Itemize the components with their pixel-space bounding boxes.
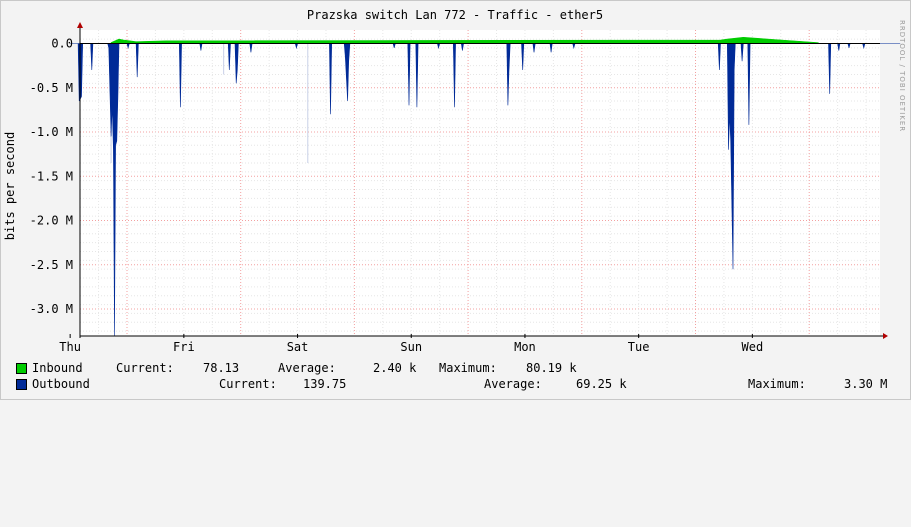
y-tick-label: -0.5 M	[30, 81, 73, 95]
legend-outbound-current-label: Current:	[219, 377, 277, 391]
legend-outbound-maximum-label: Maximum:	[748, 377, 806, 391]
legend: Inbound Current: 78.13 Average: 2.40 k M…	[16, 361, 896, 403]
y-tick-label: 0.0	[51, 37, 73, 51]
x-tick-labels: Thu Fri Sat Sun Mon Tue Wed	[59, 334, 763, 354]
y-tick-labels: 0.0 -0.5 M -1.0 M -1.5 M -2.0 M -2.5 M -3.0 M	[30, 37, 73, 317]
legend-outbound-current: 139.75	[303, 377, 347, 391]
y-tick-label: -3.0 M	[30, 302, 73, 316]
y-axis-arrow	[77, 22, 83, 28]
x-tick-label: Thu	[59, 340, 81, 354]
legend-inbound-average-label: Average:	[278, 361, 336, 375]
outbound-swatch	[16, 379, 27, 390]
legend-row-outbound: Outbound Current: 139.75 Average: 69.25 …	[16, 377, 896, 392]
legend-inbound-name: Inbound	[32, 361, 83, 375]
legend-outbound-average: 69.25 k	[576, 377, 627, 391]
x-tick-label: Sun	[400, 340, 422, 354]
x-axis-arrow	[883, 333, 888, 339]
x-tick-label: Sat	[287, 340, 309, 354]
x-tick-label: Fri	[173, 340, 195, 354]
rrdtool-watermark: RRDTOOL / TOBI OETIKER	[898, 20, 906, 132]
legend-outbound-average-label: Average:	[484, 377, 542, 391]
chart-title: Prazska switch Lan 772 - Traffic - ether…	[307, 8, 603, 22]
x-tick-label: Mon	[514, 340, 536, 354]
y-tick-label: -2.0 M	[30, 214, 73, 228]
axes	[77, 22, 888, 339]
x-tick-label: Tue	[628, 340, 650, 354]
legend-inbound-average: 2.40 k	[373, 361, 417, 375]
y-tick-label: -1.0 M	[30, 125, 73, 139]
legend-inbound-maximum-label: Maximum:	[439, 361, 497, 375]
x-tick-label: Wed	[742, 340, 764, 354]
legend-row-inbound: Inbound Current: 78.13 Average: 2.40 k M…	[16, 361, 896, 376]
inbound-swatch	[16, 363, 27, 374]
grid-lines	[80, 30, 880, 336]
legend-outbound-name: Outbound	[32, 377, 90, 391]
y-tick-label: -1.5 M	[30, 169, 73, 183]
traffic-chart: Prazska switch Lan 772 - Traffic - ether…	[3, 8, 906, 354]
legend-outbound-maximum: 3.30 M	[844, 377, 888, 391]
y-axis-label: bits per second	[3, 132, 17, 240]
plot-area	[80, 30, 880, 336]
legend-inbound-current: 78.13	[203, 361, 240, 375]
legend-inbound-current-label: Current:	[116, 361, 174, 375]
y-tick-label: -2.5 M	[30, 258, 73, 272]
series-area-inbound	[110, 36, 819, 44]
legend-inbound-maximum: 80.19 k	[526, 361, 577, 375]
